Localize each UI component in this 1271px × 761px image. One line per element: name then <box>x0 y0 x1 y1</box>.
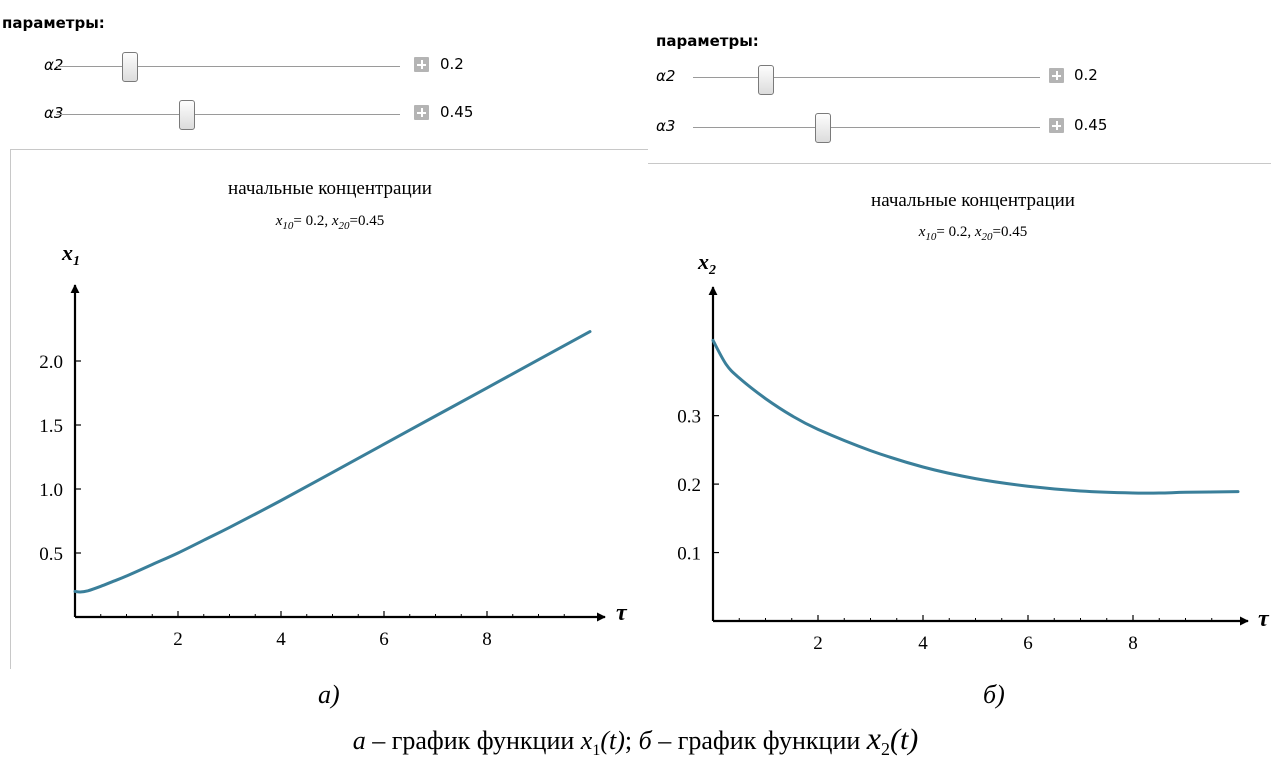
caption-b-arg: (t) <box>889 723 919 756</box>
left-x-axis-label: τ <box>616 600 628 626</box>
left-x-tick-label: 2 <box>173 629 183 650</box>
right-axes <box>708 286 1249 626</box>
caption-b-sub: 2 <box>880 739 890 760</box>
left-y-tick-label: 0.5 <box>39 544 63 565</box>
left-y-tick-label: 1.0 <box>39 480 63 501</box>
left-slider-alpha3-thumb[interactable] <box>179 100 195 130</box>
left-chart-frame-top <box>10 149 648 150</box>
figure-caption: а – график функции x1(t); б – график фун… <box>0 720 1271 760</box>
left-x-tick-label: 6 <box>379 629 389 650</box>
right-y-tick-label: 0.2 <box>677 475 701 496</box>
left-slider-alpha3-value: 0.45 <box>440 103 474 121</box>
left-chart-frame-left <box>10 149 11 669</box>
right-x-tick-label: 8 <box>1128 633 1138 654</box>
left-slider-alpha2-track[interactable] <box>56 66 400 67</box>
right-y-axis-label: x2 <box>697 249 716 278</box>
caption-b-text: – график функции <box>651 726 867 755</box>
right-y-tick-label: 0.1 <box>677 544 701 565</box>
caption-a-text: – график функции <box>365 726 581 755</box>
left-x-tick-label: 4 <box>276 629 286 650</box>
left-slider-alpha2[interactable]: α2 0.2 <box>36 52 496 82</box>
left-slider-alpha2-thumb[interactable] <box>122 52 138 82</box>
left-slider-alpha2-value: 0.2 <box>440 55 464 73</box>
right-slider-alpha2-value: 0.2 <box>1074 66 1098 84</box>
right-alpha3-expand-icon[interactable] <box>1049 118 1064 133</box>
right-slider-alpha2-track[interactable] <box>693 77 1040 78</box>
caption-a-func: x <box>580 726 593 755</box>
caption-a-arg: (t) <box>600 726 625 755</box>
right-x-tick-label: 4 <box>918 633 928 654</box>
left-series-line <box>73 330 592 594</box>
caption-b-letter: б <box>638 726 652 755</box>
right-slider-alpha2[interactable]: α2 0.2 <box>648 63 1118 95</box>
left-alpha3-expand-icon[interactable] <box>414 105 429 120</box>
right-slider-alpha2-thumb[interactable] <box>758 65 774 95</box>
caption-b-func: x <box>866 720 881 756</box>
right-params-header: параметры: <box>656 32 759 50</box>
left-params-header: параметры: <box>2 14 105 32</box>
right-x-axis-label: τ <box>1258 606 1270 632</box>
right-slider-alpha3-value: 0.45 <box>1074 116 1108 134</box>
left-ticks: 2 4 6 8 0.5 1.0 1.5 2.0 <box>39 352 565 650</box>
left-slider-alpha3-track[interactable] <box>56 114 400 115</box>
right-controls-separator <box>648 163 1271 164</box>
right-x-tick-label: 6 <box>1023 633 1033 654</box>
left-series <box>73 330 592 594</box>
caption-a-sub: 1 <box>592 742 601 760</box>
right-slider-alpha2-label: α2 <box>656 67 676 85</box>
left-controls: параметры: α2 0.2 α3 0.45 <box>0 0 640 140</box>
left-chart-subtitle: x10= 0.2, x20=0.45 <box>275 213 385 232</box>
right-alpha2-expand-icon[interactable] <box>1049 68 1064 83</box>
left-axes <box>70 284 606 622</box>
left-chart-title: начальные концентрации <box>228 178 432 199</box>
right-slider-alpha3-track[interactable] <box>693 127 1040 128</box>
right-chart: начальные концентрации x10= 0.2, x20=0.4… <box>677 190 1270 654</box>
right-x-tick-label: 2 <box>813 633 823 654</box>
caption-a-letter: а <box>352 726 366 755</box>
right-slider-alpha3-thumb[interactable] <box>815 113 831 143</box>
left-alpha2-expand-icon[interactable] <box>414 57 429 72</box>
left-panel-caption: а) <box>318 680 340 709</box>
right-slider-alpha3-label: α3 <box>656 117 676 135</box>
left-y-tick-label: 2.0 <box>39 352 63 373</box>
left-slider-alpha2-label: α2 <box>44 56 64 74</box>
left-x-tick-label: 8 <box>482 629 492 650</box>
right-y-tick-label: 0.3 <box>677 407 701 428</box>
right-slider-alpha3[interactable]: α3 0.45 <box>648 113 1118 143</box>
right-series-line <box>711 338 1240 495</box>
right-controls: параметры: α2 0.2 α3 0.45 <box>648 0 1271 165</box>
caption-sep: ; <box>624 726 639 755</box>
left-chart: начальные концентрации x10= 0.2, x20=0.4… <box>39 178 628 650</box>
right-panel-caption: б) <box>983 680 1005 709</box>
right-series <box>711 338 1240 495</box>
right-ticks: 2 4 6 8 0.1 0.2 0.3 <box>677 407 1213 654</box>
right-chart-title: начальные концентрации <box>871 190 1075 211</box>
left-slider-alpha3-label: α3 <box>44 104 64 122</box>
left-y-tick-label: 1.5 <box>39 416 63 437</box>
left-slider-alpha3[interactable]: α3 0.45 <box>36 100 496 130</box>
right-chart-subtitle: x10= 0.2, x20=0.45 <box>918 224 1028 243</box>
left-y-axis-label: x1 <box>61 240 80 269</box>
